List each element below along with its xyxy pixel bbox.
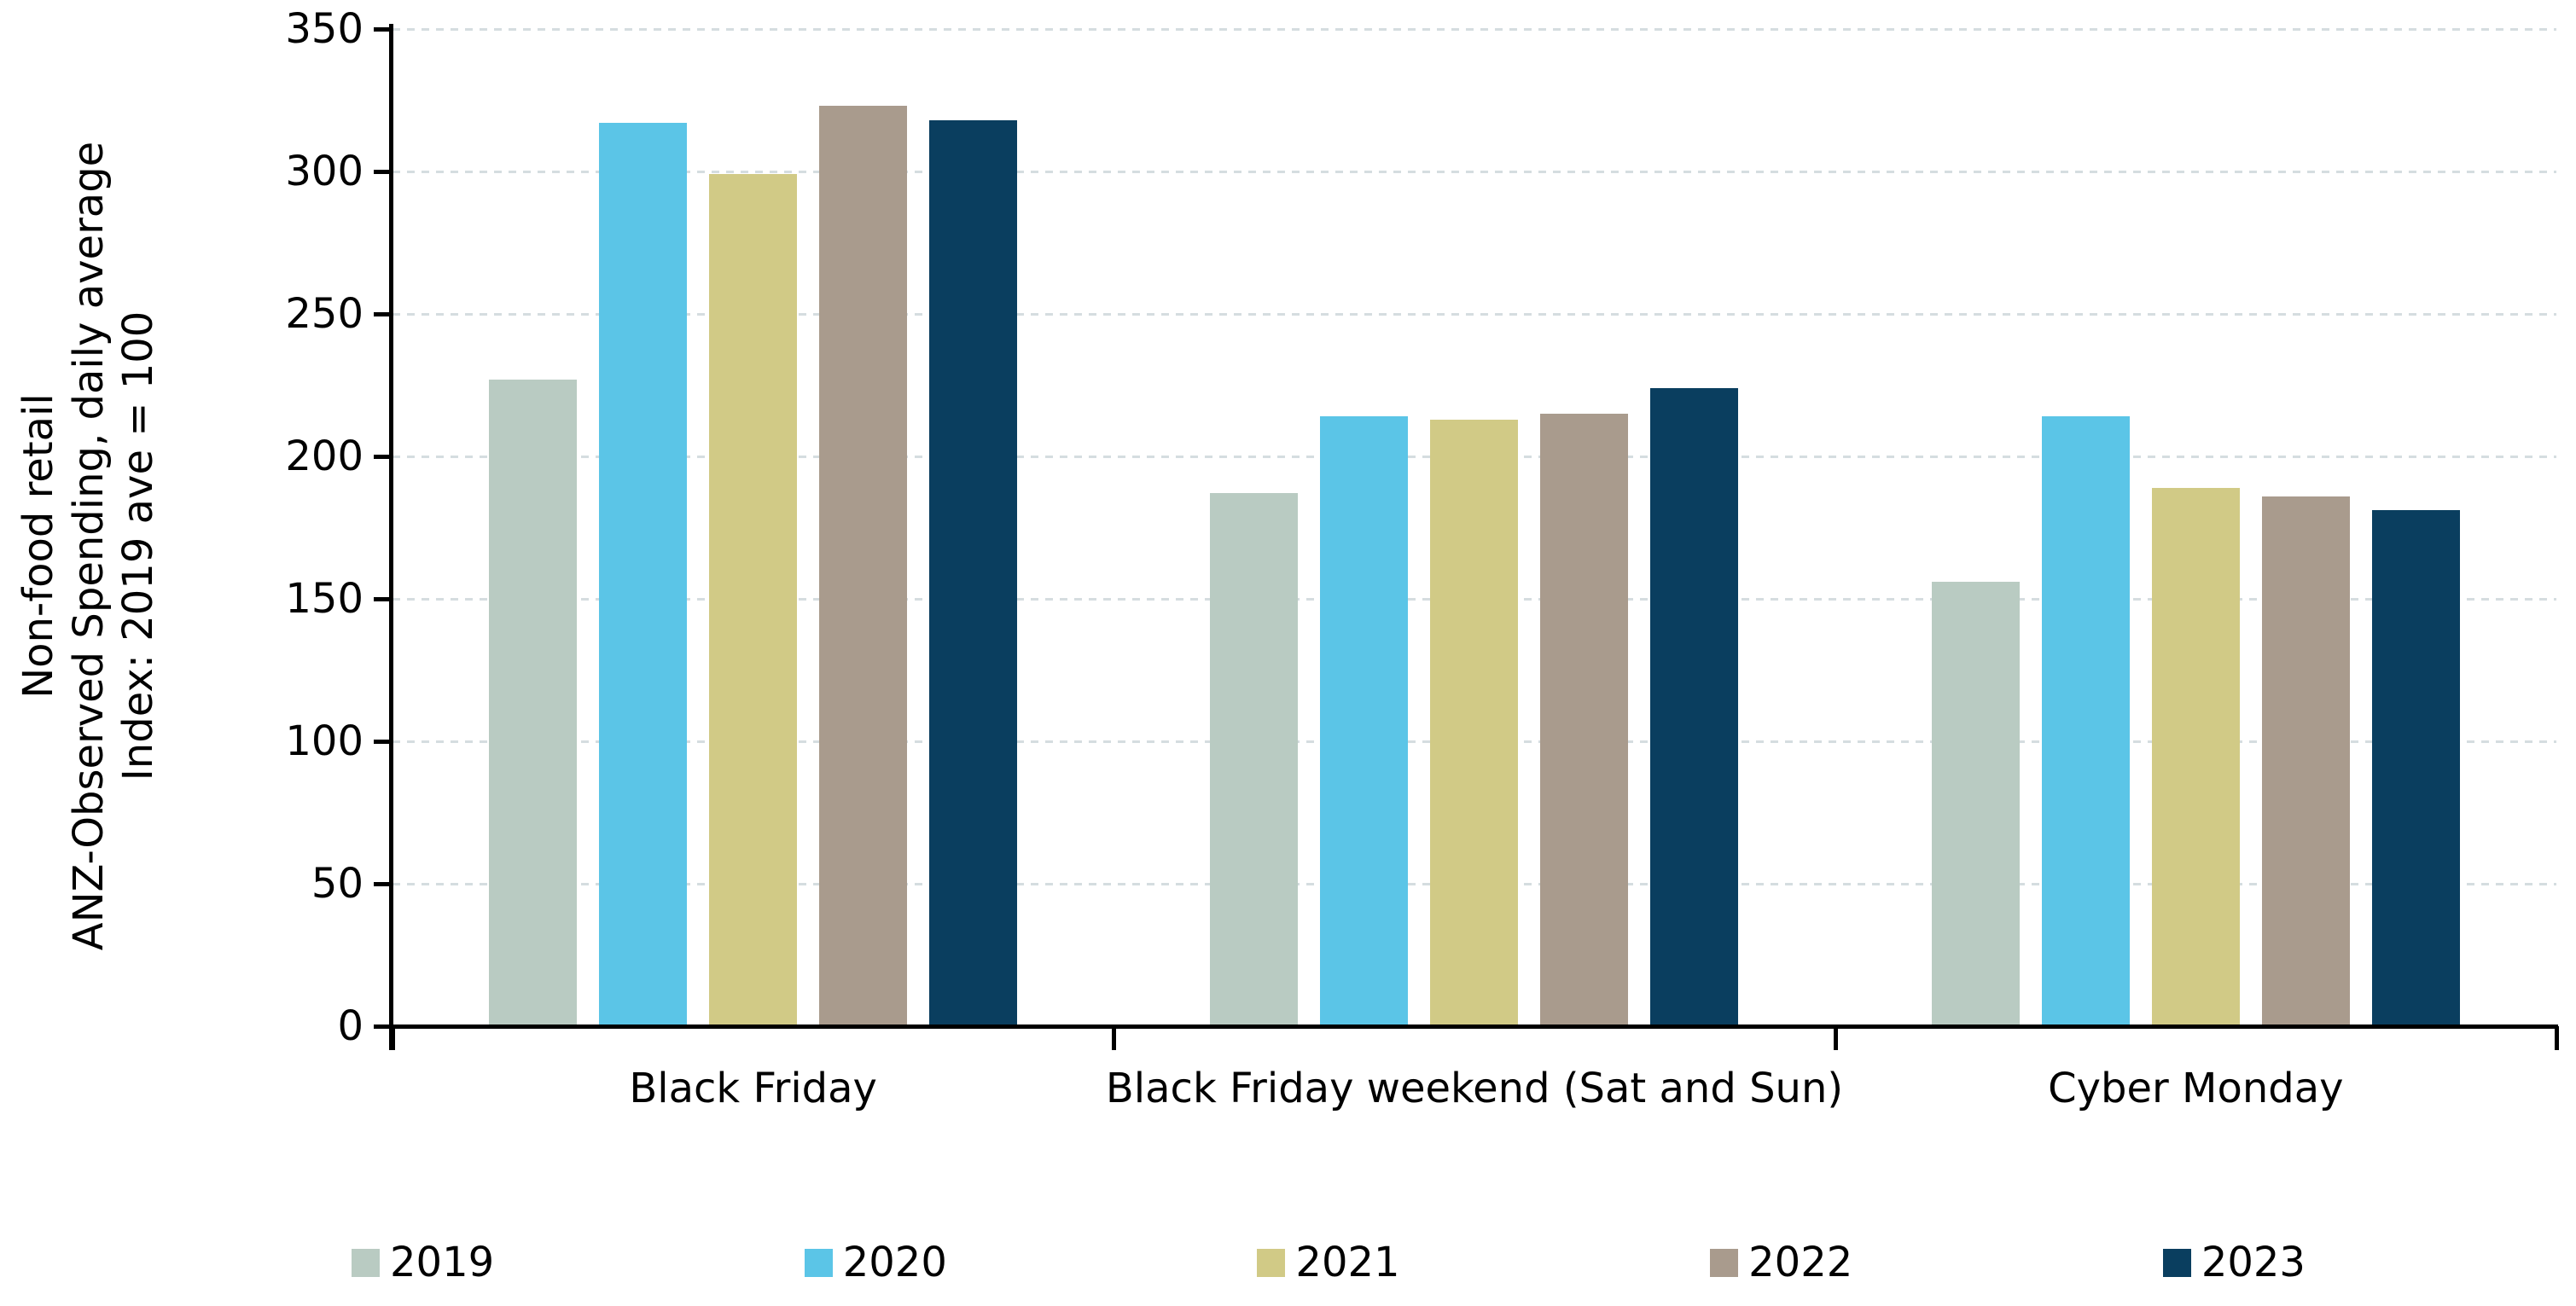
category-label-1: Black Friday weekend (Sat and Sun) bbox=[1105, 1065, 1844, 1112]
bar-groups bbox=[393, 29, 2556, 1026]
legend-swatch-icon bbox=[1710, 1248, 1739, 1277]
x-axis-line bbox=[389, 1024, 2558, 1029]
bar-group-2 bbox=[1835, 29, 2556, 1026]
legend-label: 2020 bbox=[842, 1239, 947, 1286]
plot-area bbox=[393, 28, 2556, 1026]
legend-swatch-icon bbox=[804, 1248, 833, 1277]
x-tick-1 bbox=[1112, 1026, 1117, 1050]
y-tick-label-0: 0 bbox=[337, 1002, 363, 1050]
y-tick-label-300: 300 bbox=[285, 148, 363, 195]
bar-2023-category-0 bbox=[929, 119, 1018, 1026]
y-tick-label-100: 100 bbox=[285, 717, 363, 765]
bar-2022-category-1 bbox=[1540, 413, 1629, 1026]
y-axis-title-line-3: Index: 2019 ave = 100 bbox=[114, 311, 163, 781]
y-axis-title-line-2: ANZ-Observed Spending, daily average bbox=[64, 141, 113, 951]
legend-item-2023: 2023 bbox=[2162, 1239, 2306, 1286]
y-axis-title-line-1: Non-food retail bbox=[15, 393, 63, 699]
bar-group-1 bbox=[1114, 29, 1835, 1026]
y-tick-label-350: 350 bbox=[285, 5, 363, 53]
y-tick-350 bbox=[374, 27, 393, 32]
x-tick-0 bbox=[391, 1026, 395, 1050]
legend-item-2021: 2021 bbox=[1257, 1239, 1400, 1286]
gridline-350 bbox=[393, 28, 2556, 31]
y-tick-label-250: 250 bbox=[285, 290, 363, 338]
bar-2022-category-2 bbox=[2261, 496, 2350, 1026]
legend-label: 2019 bbox=[390, 1239, 495, 1286]
legend-swatch-icon bbox=[1257, 1248, 1286, 1277]
legend-item-2022: 2022 bbox=[1710, 1239, 1852, 1286]
y-tick-200 bbox=[374, 455, 393, 459]
legend-label: 2023 bbox=[2201, 1239, 2306, 1286]
y-tick-label-150: 150 bbox=[285, 575, 363, 623]
gridline-300 bbox=[393, 171, 2556, 173]
legend-label: 2021 bbox=[1295, 1239, 1400, 1286]
bar-2021-category-2 bbox=[2151, 487, 2240, 1026]
y-tick-100 bbox=[374, 740, 393, 744]
legend-item-2019: 2019 bbox=[352, 1239, 494, 1286]
legend-swatch-icon bbox=[2162, 1248, 2191, 1277]
legend: 2019 2020 2021 2022 2023 bbox=[352, 1239, 2306, 1286]
y-tick-50 bbox=[374, 882, 393, 886]
y-axis-line bbox=[389, 24, 393, 1050]
bar-2023-category-1 bbox=[1650, 387, 1739, 1026]
gridline-250 bbox=[393, 313, 2556, 316]
bar-2020-category-0 bbox=[599, 123, 688, 1026]
y-tick-300 bbox=[374, 170, 393, 174]
legend-item-2020: 2020 bbox=[804, 1239, 947, 1286]
bar-2020-category-1 bbox=[1320, 416, 1409, 1026]
y-tick-label-200: 200 bbox=[285, 432, 363, 480]
category-label-0: Black Friday bbox=[629, 1065, 877, 1112]
bar-2020-category-2 bbox=[2041, 416, 2130, 1026]
legend-swatch-icon bbox=[352, 1248, 380, 1277]
y-tick-label-50: 50 bbox=[311, 860, 363, 908]
bar-2021-category-1 bbox=[1430, 419, 1519, 1026]
x-tick-2 bbox=[1833, 1026, 1838, 1050]
bar-group-0 bbox=[393, 29, 1114, 1026]
bar-2019-category-0 bbox=[489, 379, 578, 1026]
legend-label: 2022 bbox=[1748, 1239, 1853, 1286]
bar-2019-category-1 bbox=[1210, 493, 1299, 1026]
category-label-2: Cyber Monday bbox=[2048, 1065, 2344, 1112]
x-tick-3 bbox=[2555, 1026, 2559, 1050]
y-tick-250 bbox=[374, 312, 393, 316]
y-tick-0 bbox=[374, 1024, 393, 1029]
bar-2022-category-0 bbox=[819, 106, 908, 1026]
bar-2021-category-0 bbox=[709, 174, 798, 1026]
y-tick-150 bbox=[374, 597, 393, 601]
bar-2019-category-2 bbox=[1931, 581, 2020, 1026]
y-axis-title: Non-food retail ANZ-Observed Spending, d… bbox=[14, 142, 164, 950]
bar-2023-category-2 bbox=[2371, 510, 2460, 1026]
